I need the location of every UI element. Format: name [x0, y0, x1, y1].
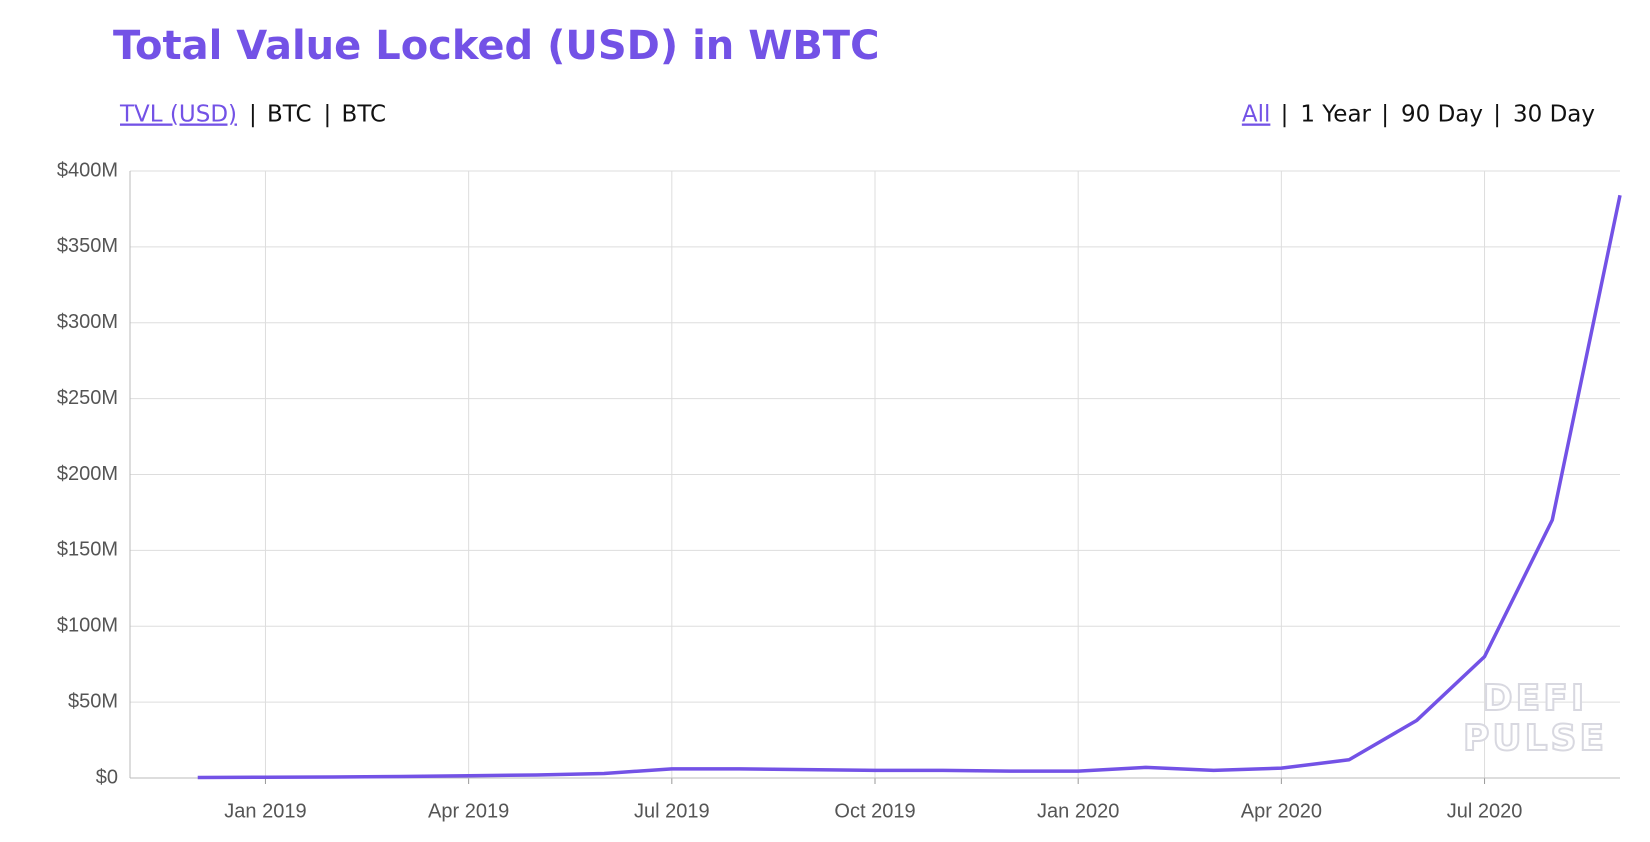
metric-tab[interactable]: BTC	[342, 102, 387, 128]
x-tick-label: Jul 2020	[1447, 800, 1523, 822]
metric-tab[interactable]: BTC	[267, 102, 312, 128]
y-tick-label: $50M	[68, 690, 118, 712]
separator: |	[249, 102, 257, 128]
range-tab[interactable]: 90 Day	[1401, 102, 1483, 128]
y-tick-label: $200M	[57, 463, 118, 485]
x-tick-label: Apr 2019	[428, 800, 509, 822]
range-tab[interactable]: 30 Day	[1513, 102, 1595, 128]
y-tick-label: $350M	[57, 235, 118, 257]
x-tick-label: Apr 2020	[1241, 800, 1322, 822]
range-tab[interactable]: All	[1242, 102, 1271, 128]
y-tick-label: $0	[96, 766, 118, 788]
x-tick-label: Jul 2019	[634, 800, 710, 822]
line	[197, 194, 1622, 780]
separator: |	[324, 102, 332, 128]
separator: |	[1381, 102, 1389, 128]
y-tick-label: $300M	[57, 311, 118, 333]
x-tick-label: Jan 2020	[1037, 800, 1119, 822]
metric-tab[interactable]: TVL (USD)	[119, 102, 237, 128]
separator: |	[1281, 102, 1289, 128]
y-tick-label: $250M	[57, 387, 118, 409]
separator: |	[1493, 102, 1501, 128]
y-tick-label: $100M	[57, 615, 118, 637]
y-tick-label: $400M	[57, 159, 118, 181]
watermark: PULSE	[1463, 718, 1607, 759]
watermark: DEFI	[1483, 678, 1587, 719]
x-tick-label: Oct 2019	[834, 800, 915, 822]
y-tick-label: $150M	[57, 539, 118, 561]
chart-title: Total Value Locked (USD) in WBTC	[113, 23, 879, 69]
x-tick-label: Jan 2019	[224, 800, 306, 822]
range-tab[interactable]: 1 Year	[1300, 102, 1371, 128]
